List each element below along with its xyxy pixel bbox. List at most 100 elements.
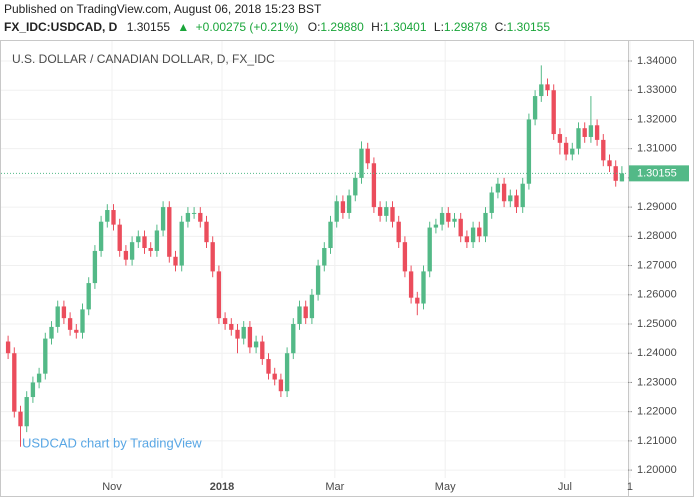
candle-body	[210, 242, 215, 272]
candle-body	[464, 236, 470, 243]
candle-body	[563, 142, 569, 155]
c-label: C:	[495, 20, 507, 34]
candle-body	[402, 242, 408, 272]
candle-body	[439, 212, 445, 225]
candle-body	[353, 177, 358, 196]
candle-body	[86, 283, 91, 310]
y-tick-label: 1.28000	[637, 230, 677, 242]
y-tick-label: 1.31000	[637, 143, 677, 155]
x-tick-label: 2018	[210, 481, 234, 493]
candle-body	[204, 221, 209, 243]
candle-body	[222, 318, 228, 324]
chart-title: U.S. DOLLAR / CANADIAN DOLLAR, D, FX_IDC	[12, 52, 275, 66]
candle-body	[278, 379, 284, 392]
candle-body	[594, 125, 600, 140]
candle-body	[601, 139, 606, 161]
candle-body	[446, 212, 451, 222]
y-tick-label: 1.20000	[637, 464, 677, 476]
x-tick-label: Jul	[558, 481, 572, 493]
up-arrow: ▲	[177, 20, 189, 34]
candle-body	[284, 353, 290, 392]
candle-body	[92, 250, 98, 284]
candle-body	[160, 207, 166, 231]
candle-body	[229, 323, 234, 330]
candle-body	[247, 326, 253, 348]
candle-body	[55, 306, 60, 327]
candle-body	[477, 227, 482, 237]
y-tick-label: 1.25000	[637, 318, 677, 330]
y-tick-label: 1.24000	[637, 347, 677, 359]
symbol-line: FX_IDC:USDCAD, D 1.30155 ▲ +0.00275 (+0.…	[4, 20, 550, 34]
candle-body	[607, 160, 612, 167]
candle-body	[532, 96, 538, 120]
candle-body	[526, 119, 532, 184]
y-tick-label: 1.21000	[637, 435, 677, 447]
candle-body	[483, 212, 488, 237]
candle-body	[179, 221, 184, 266]
o-label: O:	[308, 20, 321, 34]
candle-body	[117, 224, 122, 251]
candle-body	[18, 411, 23, 427]
candle-body	[613, 166, 618, 181]
symbol: FX_IDC:USDCAD, D	[4, 20, 118, 34]
x-tick-label: 1	[627, 481, 633, 493]
candle-body	[415, 297, 420, 304]
candle-body	[328, 221, 333, 249]
y-tick-label: 1.23000	[637, 376, 677, 388]
published: Published on TradingView.com, August 06,…	[4, 2, 322, 16]
candle-body	[61, 306, 67, 319]
candle-body	[241, 326, 246, 339]
h-label: H:	[371, 20, 383, 34]
candle-body	[136, 236, 141, 243]
last: 1.30155	[127, 20, 171, 34]
candle-body	[384, 207, 389, 216]
change: +0.00275 (+0.21%)	[196, 20, 299, 34]
candle-body	[495, 183, 501, 193]
candle-body	[129, 242, 135, 260]
candle-body	[396, 221, 401, 243]
h: 1.30401	[383, 20, 427, 34]
candle-body	[111, 210, 116, 225]
candle-body	[123, 250, 129, 260]
candle-body	[582, 128, 587, 137]
candle-body	[588, 125, 594, 137]
candle-body	[452, 218, 457, 222]
candle-body	[433, 224, 439, 228]
l: 1.29878	[444, 20, 488, 34]
c: 1.30155	[507, 20, 551, 34]
candle-body	[185, 212, 191, 222]
candle-body	[539, 84, 544, 97]
y-tick-label: 1.32000	[637, 113, 677, 125]
candle-body	[470, 227, 476, 243]
candle-body	[105, 210, 110, 222]
y-tick-label: 1.26000	[637, 289, 677, 301]
candle-body	[98, 221, 104, 251]
candle-body	[340, 201, 346, 213]
last-price-box	[629, 165, 689, 182]
x-tick-label: May	[435, 481, 456, 493]
candle-body	[272, 373, 277, 380]
candle-body	[514, 195, 519, 208]
candle-body	[142, 236, 147, 249]
last-price-label: 1.30155	[637, 167, 677, 179]
candle-body	[24, 397, 29, 427]
candle-body	[377, 207, 383, 216]
candle-body	[390, 207, 395, 222]
y-tick-label: 1.33000	[637, 84, 677, 96]
candle-body	[191, 212, 197, 214]
watermark: USDCAD chart by TradingView	[22, 435, 202, 450]
candle-body	[30, 382, 36, 398]
candle-body	[216, 271, 222, 319]
candle-body	[309, 294, 315, 319]
candle-body	[49, 326, 54, 339]
candle-body	[501, 183, 507, 202]
candle-body	[365, 148, 370, 164]
candle-body	[148, 248, 153, 251]
candle-body	[167, 207, 172, 257]
y-tick-label: 1.34000	[637, 55, 677, 67]
y-tick-label: 1.27000	[637, 259, 677, 271]
candle-body	[458, 218, 463, 237]
candle-body	[371, 163, 377, 208]
candle-body	[297, 306, 302, 324]
candle-body	[5, 341, 11, 354]
